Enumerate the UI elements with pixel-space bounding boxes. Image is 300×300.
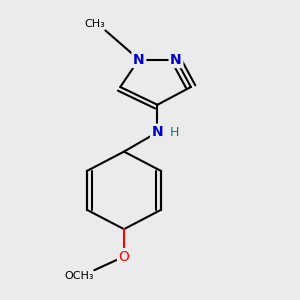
Text: O: O bbox=[118, 250, 129, 264]
Text: H: H bbox=[170, 126, 179, 139]
Text: N: N bbox=[170, 52, 182, 67]
Text: N: N bbox=[152, 125, 163, 139]
Text: CH₃: CH₃ bbox=[85, 19, 105, 29]
Text: OCH₃: OCH₃ bbox=[65, 271, 94, 281]
Text: N: N bbox=[133, 52, 145, 67]
